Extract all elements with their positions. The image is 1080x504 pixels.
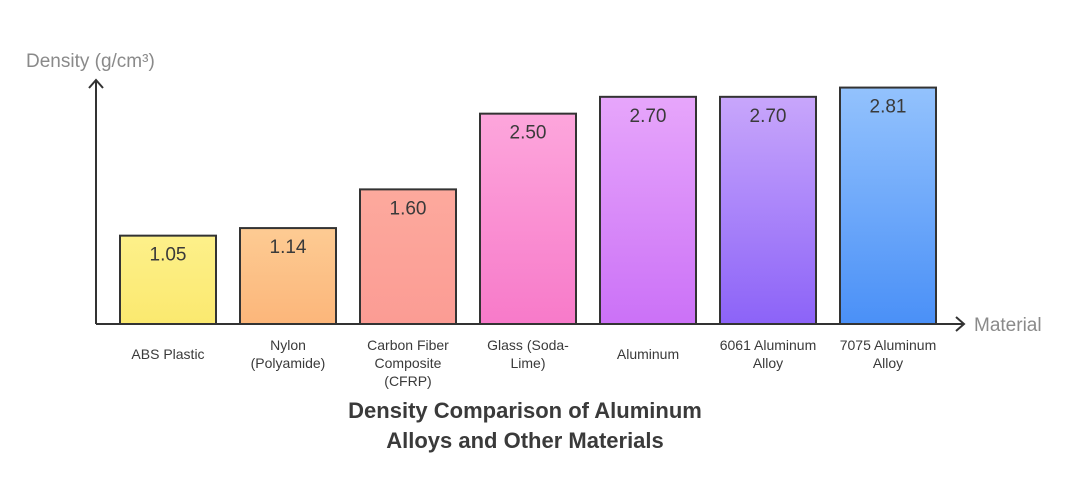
x-tick-label: 7075 Aluminum (840, 337, 937, 353)
bar (479, 112, 577, 326)
x-tick-label: Aluminum (617, 346, 679, 362)
y-axis-arrow-icon (88, 78, 104, 89)
bar-value-label: 1.05 (150, 245, 187, 266)
bar (119, 234, 217, 325)
bar (839, 86, 937, 325)
x-tick-label: Nylon (270, 337, 306, 353)
bar (719, 95, 817, 325)
labels-layer: 1.05 ABS Plastic 1.14 Nylon (Polyamide) 1.60 C… (131, 97, 936, 389)
x-tick-label: Composite (375, 355, 442, 371)
x-tick-label: (Polyamide) (251, 355, 326, 371)
bar-value-label: 2.50 (510, 123, 547, 144)
chart-title: Density Comparison of Aluminum Alloys and… (348, 398, 702, 453)
bar-value-label: 2.81 (870, 97, 907, 118)
x-tick-label: ABS Plastic (131, 346, 204, 362)
x-tick-label: Glass (Soda- (487, 337, 569, 353)
x-tick-label: Alloy (873, 355, 903, 371)
bar-value-label: 1.60 (390, 198, 427, 219)
x-tick-label: Lime) (510, 355, 545, 371)
bars-layer (119, 86, 937, 326)
x-tick-label: Carbon Fiber (367, 337, 449, 353)
x-tick-label: (CFRP) (384, 373, 431, 389)
chart-title-line: Alloys and Other Materials (386, 428, 664, 453)
bar-value-label: 1.14 (270, 237, 307, 258)
x-tick-label: Alloy (753, 355, 783, 371)
axes-layer: Density (g/cm³) Material (26, 51, 1042, 336)
y-axis-title: Density (g/cm³) (26, 51, 155, 72)
bar (239, 227, 337, 326)
bar (359, 188, 457, 325)
x-tick-label: 6061 Aluminum (720, 337, 817, 353)
bar-value-label: 2.70 (750, 106, 787, 127)
bar (599, 95, 697, 325)
x-axis-title: Material (974, 315, 1042, 336)
bar-value-label: 2.70 (630, 106, 667, 127)
x-axis-arrow-icon (955, 316, 966, 332)
chart-title-line: Density Comparison of Aluminum (348, 398, 702, 423)
